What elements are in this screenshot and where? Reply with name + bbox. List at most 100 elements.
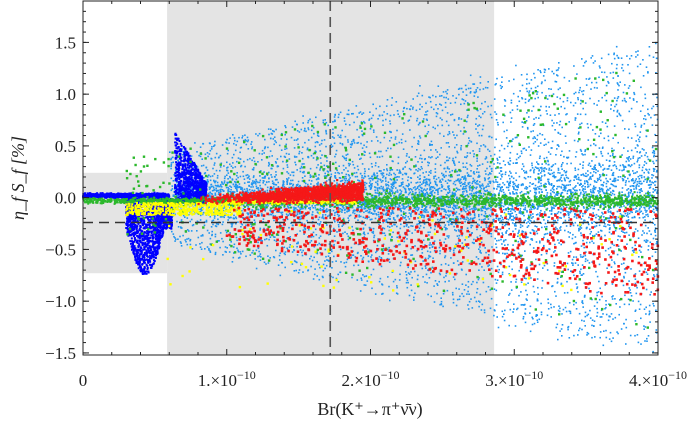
data-point	[203, 224, 206, 227]
data-point	[425, 273, 428, 276]
data-point	[410, 203, 412, 205]
data-point	[435, 115, 438, 118]
data-point	[291, 171, 293, 174]
data-point	[605, 99, 608, 102]
data-point	[483, 269, 485, 271]
data-point	[612, 77, 615, 79]
data-point	[382, 175, 385, 177]
data-point	[407, 281, 409, 284]
data-point	[615, 165, 617, 168]
data-point	[251, 168, 254, 171]
data-point	[411, 232, 413, 234]
data-point	[511, 205, 514, 208]
data-point	[391, 205, 394, 208]
data-point	[504, 100, 507, 102]
data-point	[587, 181, 589, 184]
data-point	[374, 217, 377, 220]
data-point	[369, 128, 372, 130]
data-point	[266, 189, 269, 192]
data-point	[226, 138, 228, 141]
data-point	[546, 194, 548, 196]
data-point	[242, 208, 245, 210]
data-point	[424, 281, 426, 283]
data-point	[540, 188, 543, 191]
data-point	[468, 205, 471, 208]
data-point	[395, 142, 398, 145]
data-point	[468, 185, 471, 188]
data-point	[388, 285, 390, 288]
data-point	[540, 166, 543, 169]
data-point	[447, 133, 449, 136]
data-point	[369, 208, 372, 211]
data-point	[499, 190, 501, 192]
data-point	[607, 53, 610, 56]
data-point	[480, 226, 482, 228]
data-point	[452, 262, 455, 264]
data-point	[445, 275, 447, 277]
data-point	[476, 281, 478, 284]
data-point	[307, 228, 310, 231]
data-point	[553, 306, 555, 308]
data-point	[448, 157, 451, 159]
data-point	[527, 217, 529, 220]
data-point	[556, 74, 559, 77]
data-point	[636, 210, 639, 212]
data-point	[244, 138, 247, 141]
data-point	[453, 134, 455, 136]
data-point	[257, 211, 260, 214]
data-point	[363, 122, 366, 124]
data-point	[248, 178, 251, 180]
data-point	[478, 248, 480, 250]
data-point	[481, 230, 484, 232]
data-point	[490, 235, 493, 238]
data-point	[616, 97, 619, 100]
data-point	[589, 144, 592, 147]
data-point	[511, 208, 513, 211]
data-point	[374, 164, 377, 167]
data-point	[557, 309, 560, 312]
data-point	[214, 251, 217, 254]
data-point	[448, 185, 450, 187]
data-point	[596, 315, 598, 317]
data-point	[211, 175, 214, 177]
data-point	[413, 136, 415, 139]
data-point	[438, 187, 441, 190]
data-point	[621, 67, 623, 69]
data-point	[510, 219, 513, 221]
data-point	[180, 245, 183, 247]
data-point	[449, 102, 452, 104]
data-point	[598, 190, 601, 192]
data-point	[410, 105, 412, 107]
data-point	[382, 213, 385, 216]
data-point	[271, 155, 273, 157]
data-point	[617, 332, 619, 335]
data-point	[291, 251, 294, 253]
data-point	[424, 265, 427, 267]
data-point	[435, 157, 437, 160]
data-point	[634, 179, 637, 182]
data-point	[375, 251, 377, 254]
data-point	[436, 292, 438, 295]
data-point	[624, 212, 627, 215]
data-point	[613, 180, 615, 182]
data-point	[536, 91, 539, 93]
data-point	[583, 207, 585, 209]
data-point	[544, 174, 546, 176]
data-point	[540, 209, 542, 212]
data-point	[456, 260, 459, 262]
data-point	[534, 166, 537, 168]
data-point	[630, 190, 633, 193]
data-point	[653, 211, 655, 214]
data-point	[316, 211, 319, 213]
data-point	[491, 170, 493, 172]
data-point	[613, 276, 616, 278]
data-point	[252, 169, 255, 171]
data-point	[654, 189, 656, 192]
data-point	[548, 88, 550, 90]
data-point	[365, 210, 367, 212]
data-point	[447, 236, 450, 239]
data-point	[378, 195, 380, 197]
data-point	[534, 97, 536, 100]
data-point	[384, 191, 387, 194]
data-point	[648, 230, 651, 232]
